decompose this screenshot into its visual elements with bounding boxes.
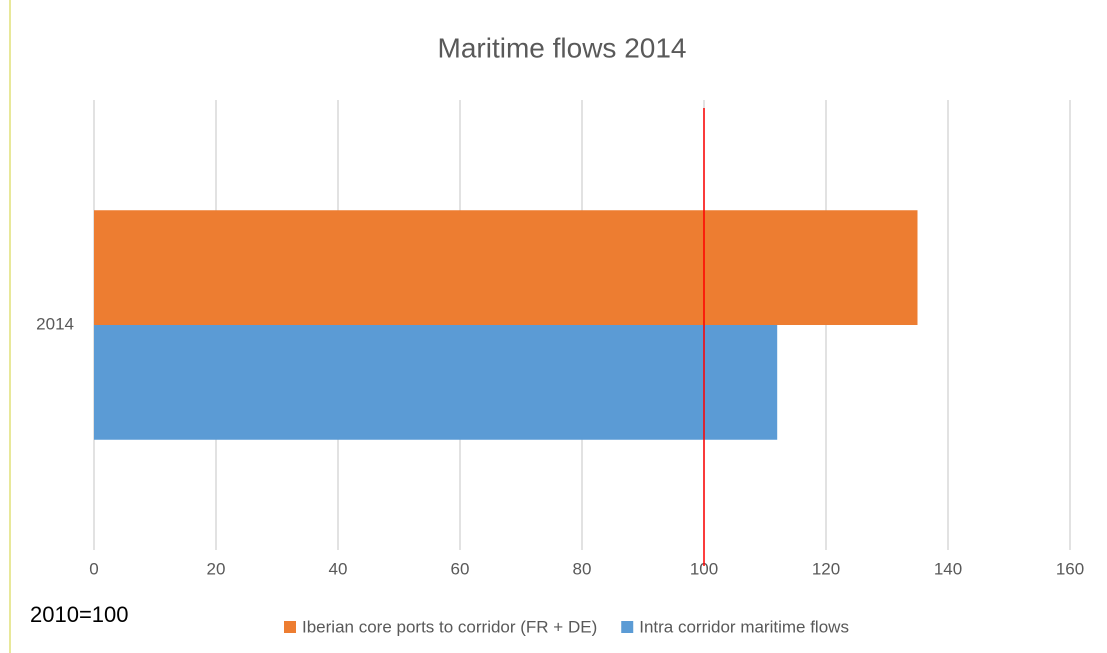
x-tick-label: 0 (89, 559, 98, 578)
legend-label: Iberian core ports to corridor (FR + DE) (302, 617, 597, 636)
x-tick-label: 100 (690, 559, 718, 578)
x-tick-label: 80 (573, 559, 592, 578)
x-tick-label: 60 (451, 559, 470, 578)
x-tick-label: 120 (812, 559, 840, 578)
y-tick-label: 2014 (36, 314, 74, 333)
legend-swatch (284, 621, 296, 633)
x-tick-label: 160 (1056, 559, 1084, 578)
bar (94, 210, 918, 325)
bar (94, 325, 778, 440)
x-tick-label: 40 (329, 559, 348, 578)
x-tick-label: 140 (934, 559, 962, 578)
chart-title: Maritime flows 2014 (438, 32, 687, 63)
annotation: 2010=100 (30, 602, 129, 627)
legend-swatch (621, 621, 634, 633)
legend-label: Intra corridor maritime flows (639, 617, 849, 636)
x-tick-label: 20 (207, 559, 226, 578)
